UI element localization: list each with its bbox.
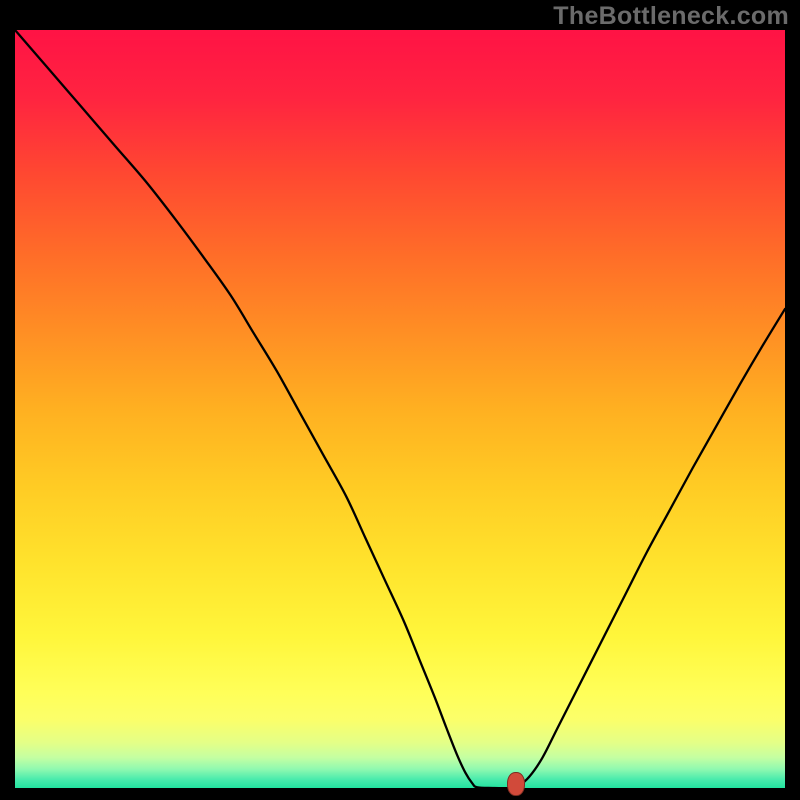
bottleneck-curve <box>15 30 785 788</box>
watermark-text: TheBottleneck.com <box>553 2 789 31</box>
optimal-point-marker <box>507 772 525 796</box>
